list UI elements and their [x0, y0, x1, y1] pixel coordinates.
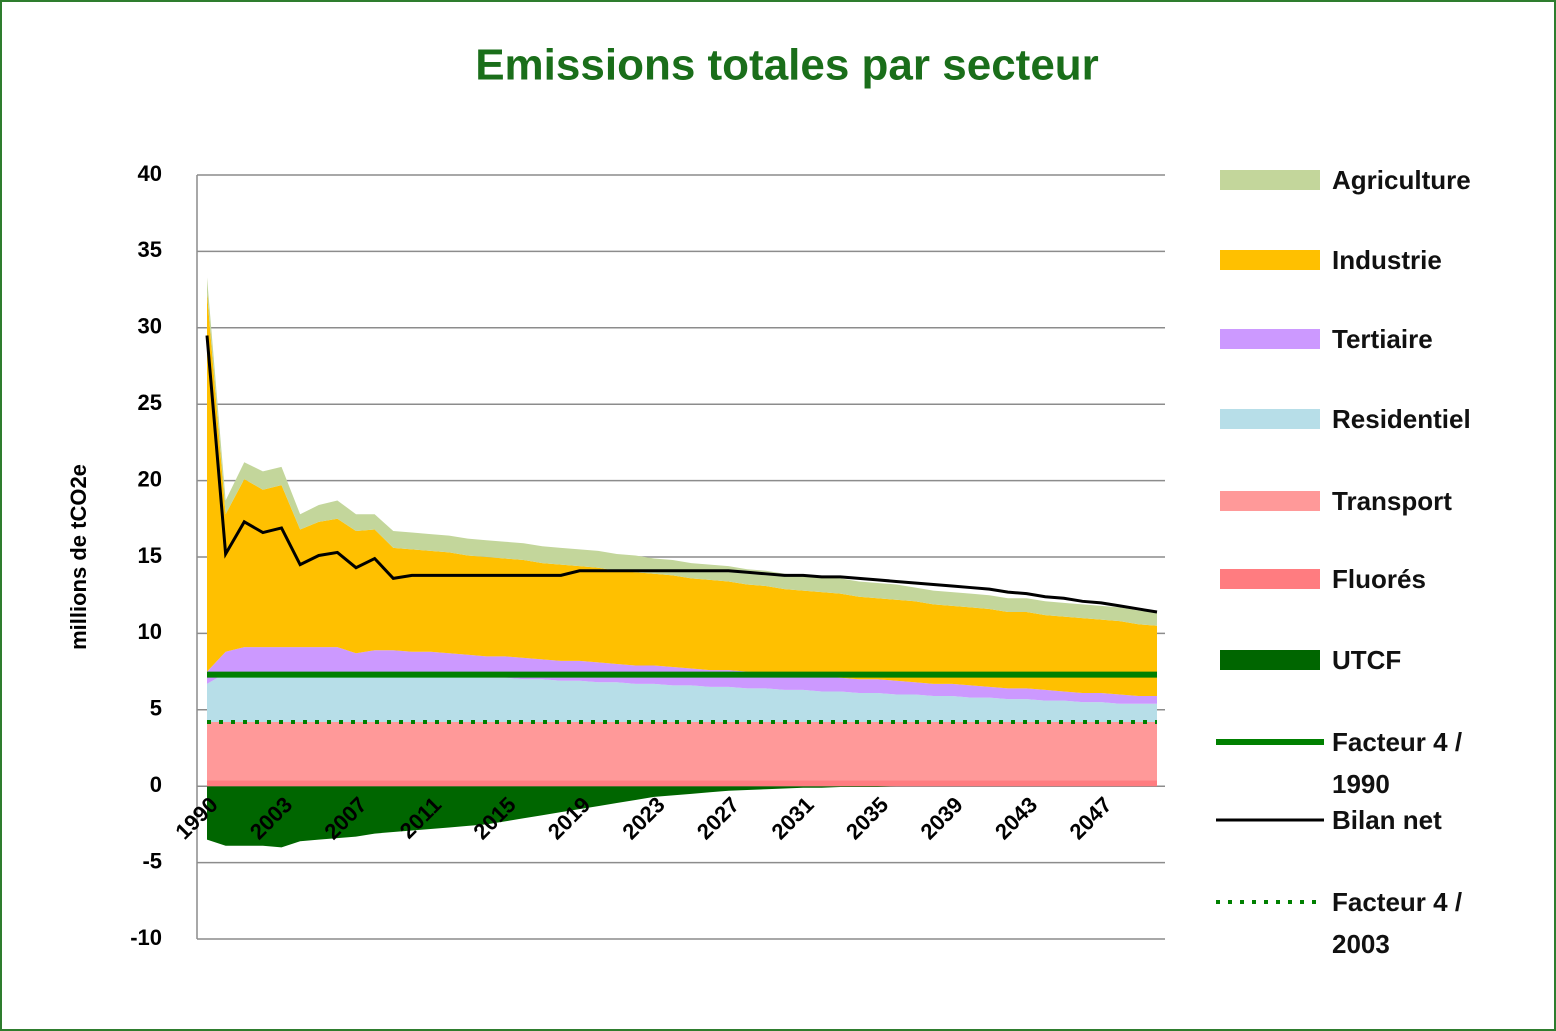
x-tick-label: 2027 [692, 792, 744, 844]
x-tick-label: 2039 [915, 792, 967, 844]
legend-label: Bilan net [1332, 805, 1442, 835]
legend-swatch [1220, 250, 1320, 270]
x-tick-label: 2031 [766, 792, 818, 844]
area [207, 673, 1157, 723]
y-tick-label: 30 [138, 314, 162, 339]
legend-label: Fluorés [1332, 564, 1426, 594]
y-tick-label: 40 [138, 161, 162, 186]
area [207, 780, 1157, 787]
legend-swatch [1220, 170, 1320, 190]
x-tick-label: 2047 [1064, 792, 1116, 844]
legend-label: Residentiel [1332, 404, 1471, 434]
legend-label: Industrie [1332, 245, 1442, 275]
y-tick-label: -10 [130, 925, 162, 950]
area [207, 277, 1157, 626]
y-tick-label: 10 [138, 619, 162, 644]
y-tick-label: 35 [138, 237, 162, 262]
legend-swatch [1220, 409, 1320, 429]
legend-swatch [1220, 650, 1320, 670]
y-tick-label: 5 [150, 696, 162, 721]
legend-label: Facteur 4 / 2003 [1332, 887, 1463, 959]
x-tick-label: 2043 [990, 792, 1042, 844]
x-tick-label: 2035 [841, 792, 893, 844]
legend-label: Agriculture [1332, 165, 1471, 195]
area [207, 786, 1157, 848]
legend-swatch [1220, 491, 1320, 511]
y-tick-label: 20 [138, 466, 162, 491]
y-axis-label: millions de tCO2e [66, 464, 91, 650]
y-tick-label: 25 [138, 390, 162, 415]
area [207, 292, 1157, 697]
line [205, 335, 1158, 614]
legend-swatch [1220, 329, 1320, 349]
y-tick-label: -5 [142, 848, 162, 873]
legend-label: Tertiaire [1332, 324, 1433, 354]
area [207, 722, 1157, 781]
plot [205, 277, 1158, 848]
legend-label: Facteur 4 / 1990 [1332, 727, 1463, 799]
legend-swatch [1220, 569, 1320, 589]
legend-label: UTCF [1332, 645, 1402, 675]
legend-label: Transport [1332, 486, 1452, 516]
y-tick-label: 0 [150, 772, 162, 797]
chart-title: Emissions totales par secteur [475, 41, 1099, 90]
y-tick-label: 15 [138, 543, 162, 568]
